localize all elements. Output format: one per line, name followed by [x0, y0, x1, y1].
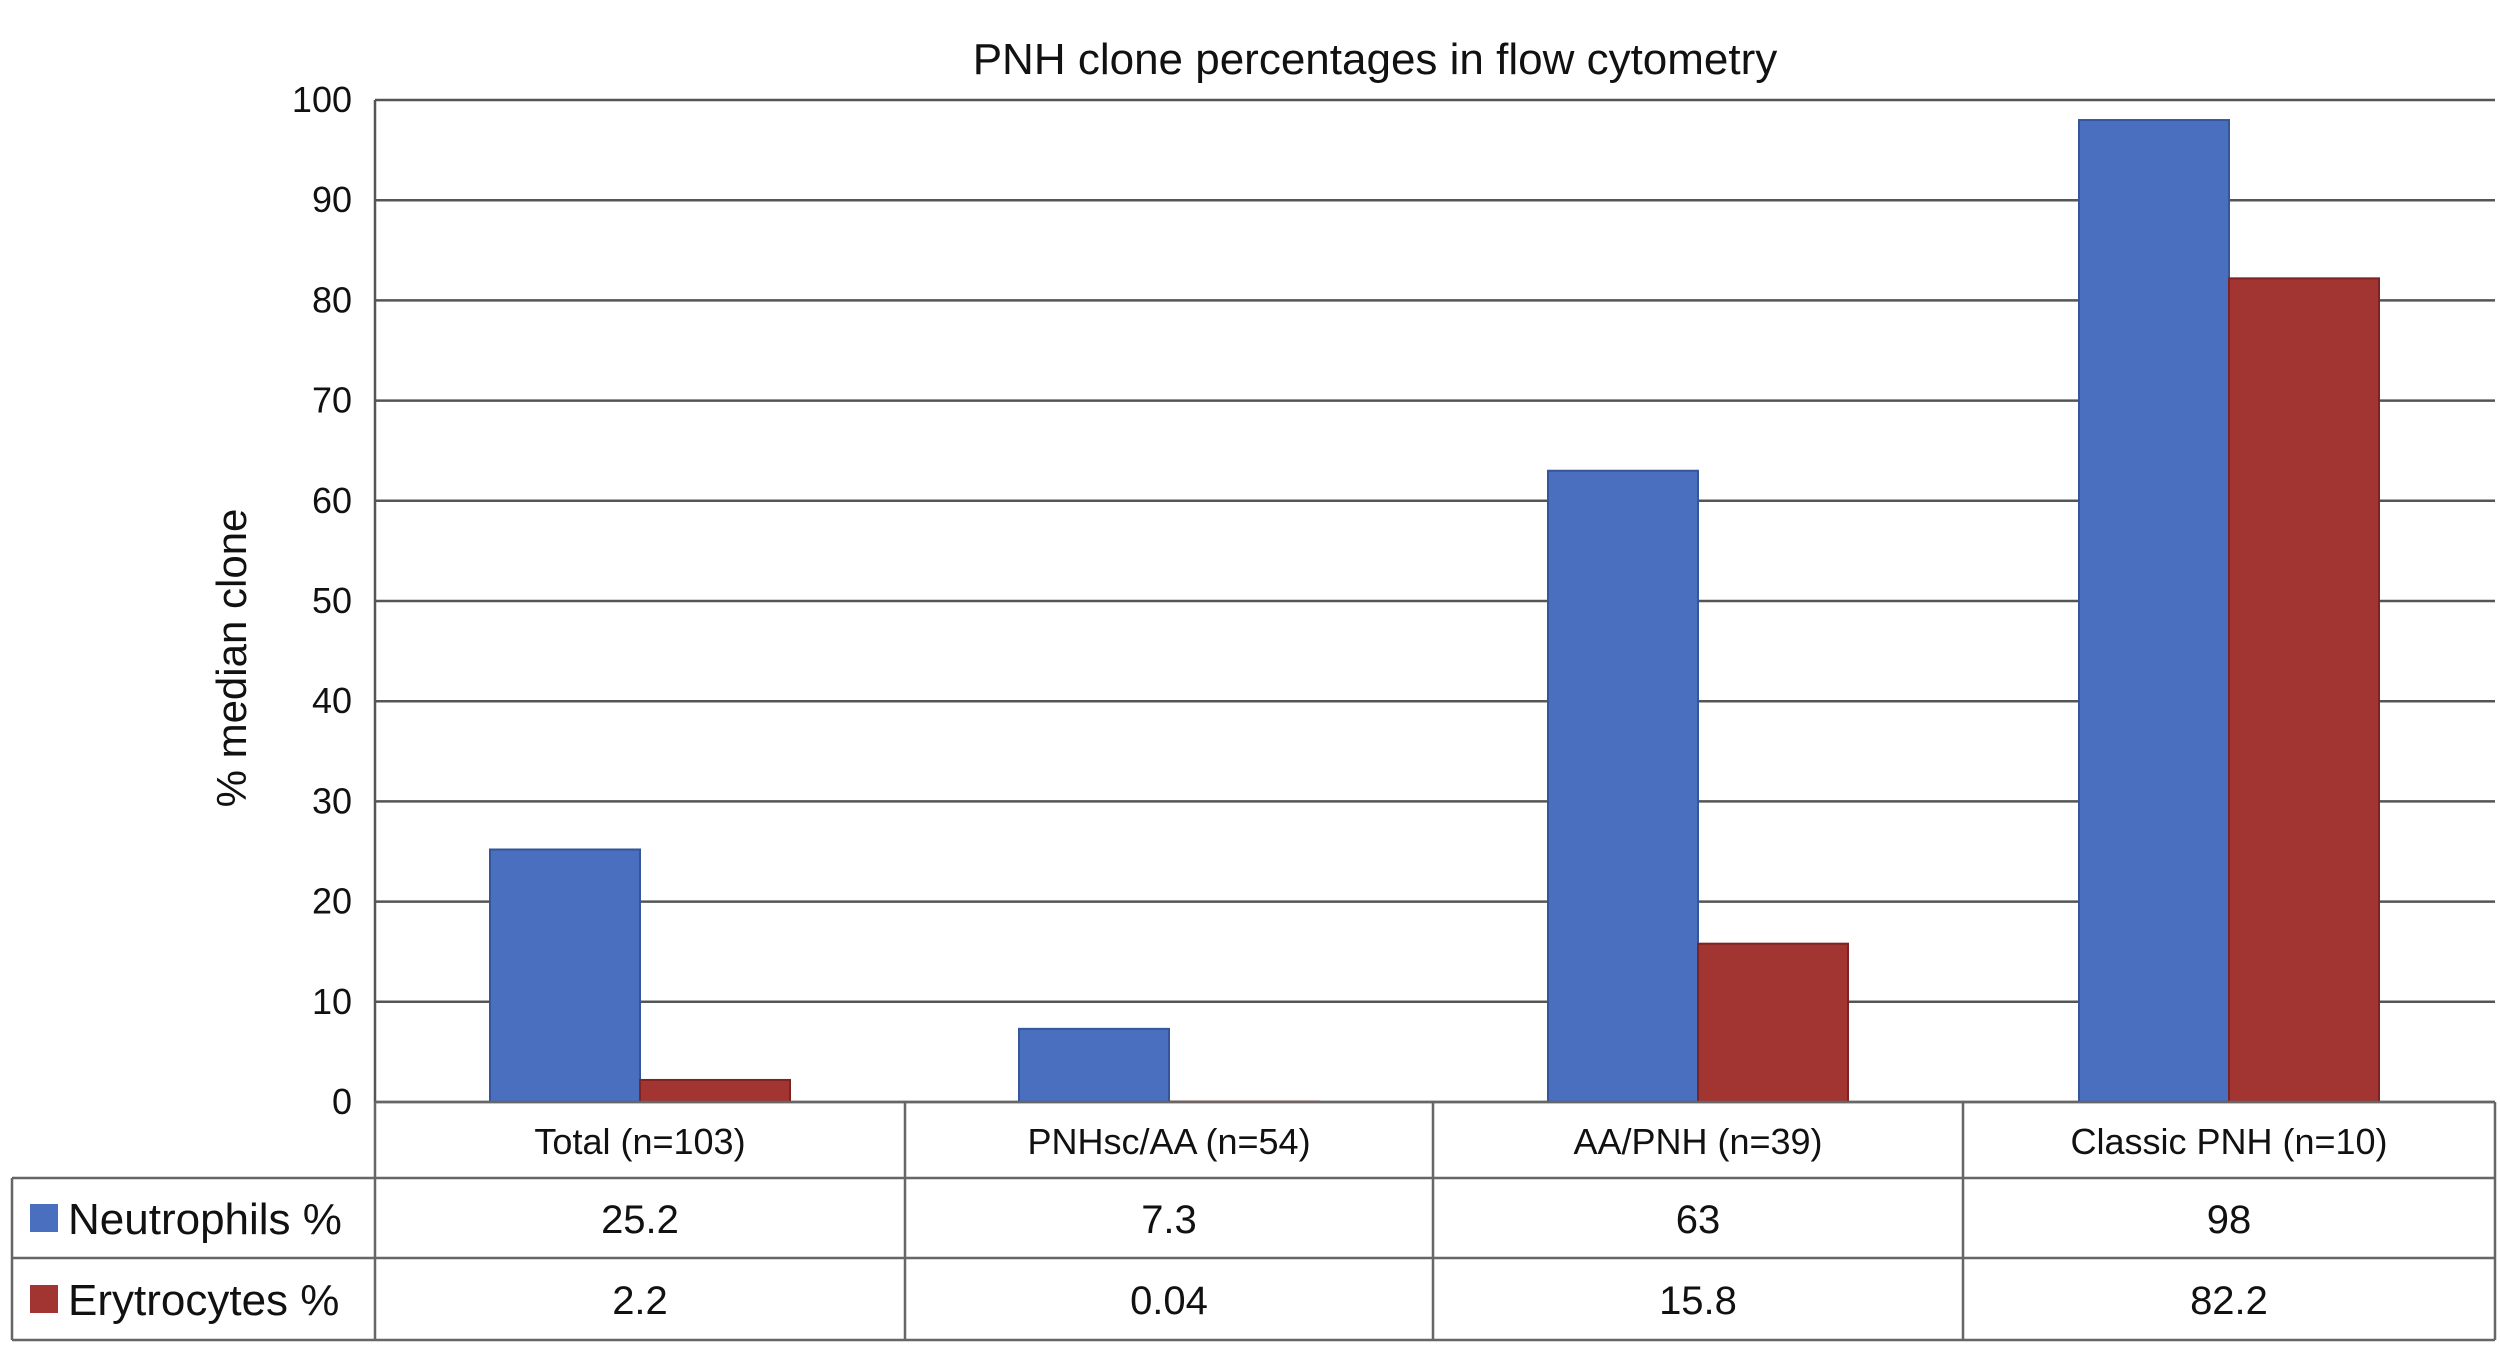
data-table: Total (n=103) PNHsc/AA (n=54) AA/PNH (n=39… [12, 1102, 2495, 1340]
category-label: Classic PNH (n=10) [2070, 1121, 2387, 1162]
bar-neutrophils-3 [2079, 120, 2229, 1102]
y-tick-label: 40 [312, 680, 352, 721]
y-tick-label: 100 [292, 79, 352, 120]
data-label-neutrophils: 7.3 [1141, 1198, 1197, 1242]
y-tick-label: 0 [332, 1081, 352, 1122]
y-tick-label: 70 [312, 380, 352, 421]
bar-erytrocytes-2 [1698, 944, 1848, 1102]
data-label-neutrophils: 63 [1676, 1198, 1721, 1242]
data-label-erytrocytes: 82.2 [2190, 1279, 2268, 1323]
legend-swatch-erytrocytes [30, 1285, 58, 1313]
bar-neutrophils-0 [490, 849, 640, 1102]
data-label-erytrocytes: 2.2 [612, 1279, 668, 1323]
data-label-erytrocytes: 15.8 [1659, 1279, 1737, 1323]
chart-title: PNH clone percentages in flow cytometry [973, 35, 1778, 84]
data-label-neutrophils: 98 [2207, 1198, 2252, 1242]
y-tick-label: 90 [312, 179, 352, 220]
bar-neutrophils-1 [1019, 1029, 1169, 1102]
legend-label-erytrocytes: Erytrocytes % [68, 1276, 339, 1325]
data-label-erytrocytes: 0.04 [1130, 1279, 1208, 1323]
bar-erytrocytes-3 [2229, 278, 2379, 1102]
y-tick-label: 20 [312, 881, 352, 922]
bar-erytrocytes-0 [640, 1080, 790, 1102]
y-tick-label: 80 [312, 279, 352, 320]
y-axis-title: % median clone [208, 509, 255, 808]
y-tick-label: 30 [312, 780, 352, 821]
category-label: AA/PNH (n=39) [1573, 1121, 1822, 1162]
y-tick-label: 10 [312, 981, 352, 1022]
category-label: Total (n=103) [534, 1121, 745, 1162]
category-label: PNHsc/AA (n=54) [1027, 1121, 1310, 1162]
data-label-neutrophils: 25.2 [601, 1198, 679, 1242]
bar-neutrophils-2 [1548, 471, 1698, 1102]
legend-label-neutrophils: Neutrophils % [68, 1195, 342, 1244]
y-tick-label: 60 [312, 480, 352, 521]
legend-swatch-neutrophils [30, 1204, 58, 1232]
bars [490, 120, 2379, 1102]
y-axis-ticks: 0 10 20 30 40 50 60 70 80 90 100 [292, 79, 352, 1122]
y-tick-label: 50 [312, 580, 352, 621]
